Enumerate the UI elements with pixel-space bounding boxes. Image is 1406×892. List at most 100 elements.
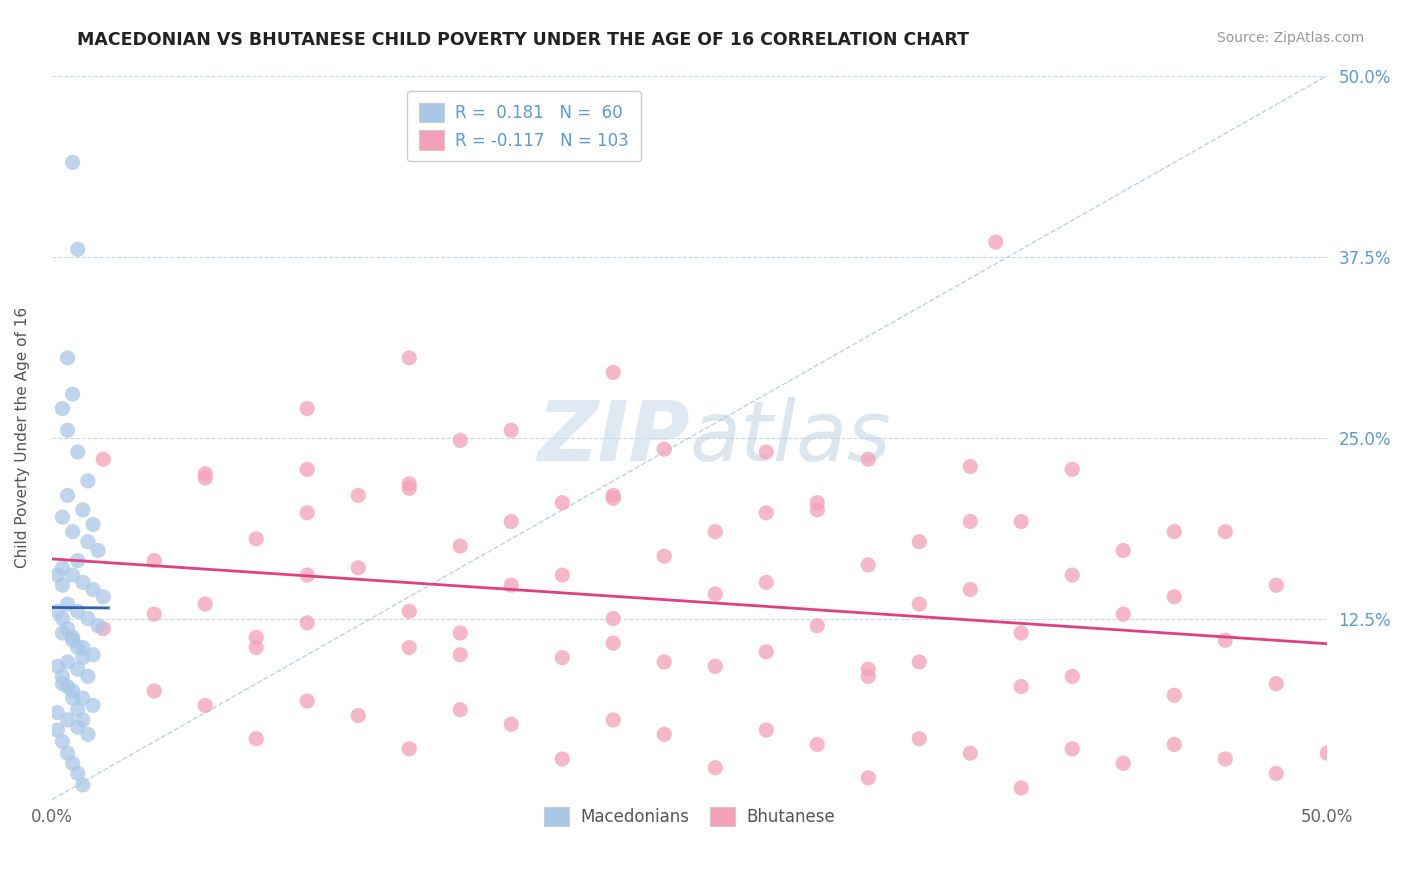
Point (66, 720, 89, 734)
Point (72, 650, 94, 665)
Point (858, 452, 880, 467)
Text: atlas: atlas (690, 397, 891, 478)
Point (449, 626, 471, 640)
Point (755, 506, 778, 520)
Point (91, 452, 114, 467)
Point (46, 568, 69, 582)
Point (398, 481, 420, 495)
Point (652, 727, 675, 741)
Point (806, 503, 828, 517)
Point (1213, 633, 1236, 648)
Point (46, 706, 69, 720)
Point (66, 640, 89, 655)
Point (51, 734, 73, 748)
Point (1010, 626, 1032, 640)
Point (77, 474, 100, 488)
Point (46, 604, 69, 618)
Point (297, 694, 319, 708)
Point (66, 445, 89, 459)
Point (51, 676, 73, 690)
Point (245, 640, 267, 655)
Point (56, 597, 79, 611)
Point (62, 633, 84, 648)
Point (56, 680, 79, 694)
Point (143, 684, 166, 698)
Point (56, 423, 79, 437)
Point (908, 597, 931, 611)
Point (602, 491, 624, 506)
Point (347, 708, 370, 723)
Point (551, 568, 574, 582)
Point (1265, 766, 1288, 780)
Point (602, 365, 624, 379)
Point (66, 662, 89, 676)
Point (82, 582, 104, 597)
Point (297, 615, 319, 630)
Point (755, 445, 778, 459)
Point (652, 549, 675, 564)
Point (91, 622, 114, 636)
Point (398, 351, 420, 365)
Point (1265, 578, 1288, 592)
Point (959, 459, 981, 474)
Point (806, 496, 828, 510)
Point (755, 575, 778, 590)
Point (143, 607, 166, 622)
Point (62, 568, 84, 582)
Point (908, 731, 931, 746)
Point (46, 659, 69, 673)
Point (46, 723, 69, 737)
Point (56, 713, 79, 727)
Point (602, 611, 624, 625)
Text: MACEDONIAN VS BHUTANESE CHILD POVERTY UNDER THE AGE OF 16 CORRELATION CHART: MACEDONIAN VS BHUTANESE CHILD POVERTY UN… (77, 31, 969, 49)
Point (91, 590, 114, 604)
Point (87, 619, 110, 633)
Point (297, 401, 319, 416)
Point (62, 684, 84, 698)
Point (62, 524, 84, 539)
Point (82, 698, 104, 713)
Point (62, 756, 84, 771)
Point (56, 655, 79, 669)
Point (1062, 742, 1084, 756)
Point (56, 746, 79, 760)
Point (1062, 669, 1084, 683)
Point (56, 351, 79, 365)
Point (245, 532, 267, 546)
Point (449, 648, 471, 662)
Point (62, 631, 84, 645)
Point (652, 655, 675, 669)
Point (959, 582, 981, 597)
Text: Source: ZipAtlas.com: Source: ZipAtlas.com (1216, 31, 1364, 45)
Point (297, 568, 319, 582)
Point (245, 631, 267, 645)
Point (908, 655, 931, 669)
Point (51, 611, 73, 625)
Point (347, 488, 370, 502)
Point (602, 488, 624, 502)
Point (1163, 738, 1185, 752)
Point (66, 703, 89, 717)
Point (62, 387, 84, 401)
Point (56, 622, 79, 636)
Point (704, 587, 727, 601)
Point (77, 534, 100, 549)
Point (704, 524, 727, 539)
Point (66, 766, 89, 780)
Point (66, 553, 89, 567)
Point (72, 503, 94, 517)
Point (51, 401, 73, 416)
Point (1213, 752, 1236, 766)
Point (72, 778, 94, 792)
Point (87, 543, 110, 558)
Point (82, 517, 104, 532)
Point (1112, 607, 1135, 622)
Point (82, 648, 104, 662)
Point (704, 761, 727, 775)
Point (62, 155, 84, 169)
Point (501, 717, 523, 731)
Y-axis label: Child Poverty Under the Age of 16: Child Poverty Under the Age of 16 (15, 307, 30, 568)
Point (755, 645, 778, 659)
Point (959, 515, 981, 529)
Point (194, 467, 217, 481)
